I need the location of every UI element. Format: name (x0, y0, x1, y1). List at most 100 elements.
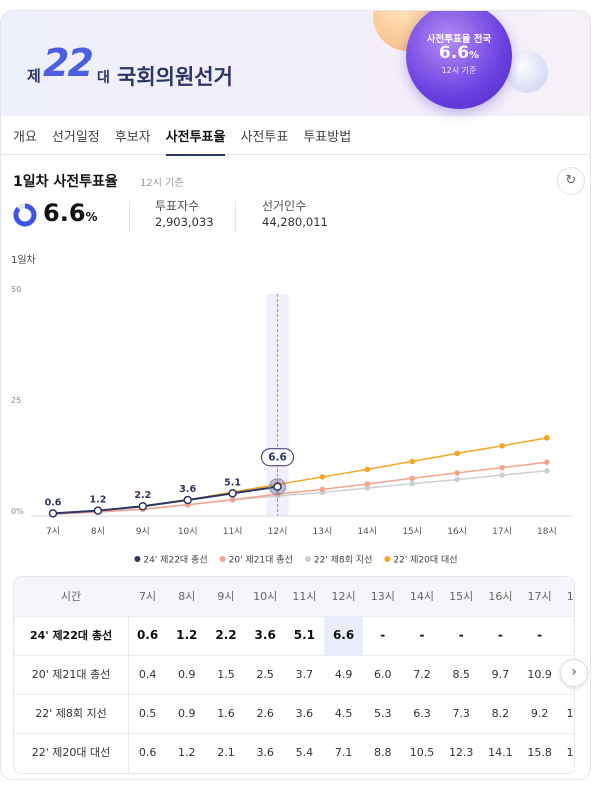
tab[interactable]: 사전투표 (240, 130, 289, 145)
table-header-cell: 11시 (292, 590, 317, 603)
table-cell: - (497, 628, 503, 642)
point (544, 467, 550, 474)
table-cell: 10.9 (527, 668, 552, 681)
point (93, 506, 103, 515)
tab[interactable]: 선거일정 (51, 130, 100, 145)
x-tick-label: 13시 (313, 526, 333, 537)
divider (235, 201, 236, 233)
point (183, 495, 192, 505)
tab[interactable]: 후보자 (114, 130, 151, 145)
table-header-cell: 12시 (331, 590, 356, 603)
rate-table: 시간 7시 8시 9시 10시 11시 12시 13시 14시 15시 16시 17시 18시 24' 제… (13, 576, 575, 774)
legend-label: 24' 제22대 총선 (143, 555, 207, 565)
table-cell: 10.2 (566, 707, 574, 720)
value-label: 5.1 (224, 477, 241, 488)
table-cell: 2.1 (217, 746, 235, 759)
next-button[interactable]: › (560, 659, 588, 687)
point (544, 435, 550, 441)
row-divider (14, 733, 574, 734)
table-cell: 8.5 (452, 668, 470, 681)
point (228, 489, 237, 498)
election-card: 제 22 대 국회의원선거 사전투표율 전국 6.6% 12시 기준 개요 선거일… (0, 10, 591, 780)
point (273, 482, 282, 491)
x-tick-label: 18시 (537, 526, 557, 537)
x-tick-label: 16시 (447, 526, 467, 537)
point (364, 481, 371, 487)
table-cell: 9.7 (491, 668, 510, 681)
table-cell: 2.2 (215, 628, 237, 642)
point (138, 501, 148, 511)
y-tick-label: 50 (11, 285, 21, 294)
value-label: 3.6 (179, 484, 196, 495)
badge-note: 12시 기준 (441, 66, 477, 75)
table-cell: 0.6 (136, 628, 159, 642)
legend-label: 22' 제8회 지선 (314, 555, 373, 565)
table-cell: 3.7 (295, 668, 314, 681)
x-tick-label: 14시 (357, 526, 377, 537)
table-cell: - (419, 628, 425, 642)
tab[interactable]: 개요 (13, 130, 37, 145)
table-cell: 17.6 (566, 746, 574, 759)
table-header-cell: 17시 (527, 590, 552, 603)
table-cell: - (559, 616, 574, 655)
row-divider (14, 616, 574, 617)
table-cell: 4.9 (334, 668, 353, 681)
point (409, 480, 416, 487)
table-cell: 7.3 (452, 707, 470, 720)
refresh-button[interactable]: ↻ (557, 167, 585, 195)
table-cell: 0.9 (178, 707, 196, 720)
table-cell: 6.6 (324, 616, 364, 655)
decor-orb (506, 51, 548, 93)
x-tick-label: 7시 (46, 526, 60, 537)
table-cell: 2.5 (256, 668, 274, 681)
table-cell: 3.6 (256, 746, 274, 759)
point (499, 464, 505, 471)
badge-rate: 6.6% (406, 43, 512, 63)
x-tick-label: 9시 (136, 526, 150, 537)
table-cell: 9.2 (530, 707, 549, 720)
table-cell: 0.5 (138, 707, 157, 720)
electorate-label: 선거인수 (262, 199, 307, 213)
tab[interactable]: 투표방법 (303, 130, 352, 145)
point (48, 509, 58, 518)
divider (129, 201, 130, 233)
legend-label: 22' 제20대 대선 (393, 555, 457, 565)
series-line (52, 437, 548, 515)
label-column-divider (128, 616, 129, 773)
title-prefix: 제 (27, 67, 41, 85)
title: 국회의원선거 (117, 65, 233, 89)
table-header-cell: 13시 (370, 590, 395, 603)
point (364, 466, 371, 473)
tab[interactable]: 사전투표율 (165, 126, 225, 156)
table-cell: 15.8 (527, 746, 552, 759)
table-cell: 10.5 (409, 746, 435, 759)
table-cell: 5.4 (295, 746, 314, 759)
legend-swatch (304, 556, 311, 562)
table-cell: 3.6 (295, 707, 314, 720)
table-cell: 0.6 (138, 746, 157, 759)
badge-rate-value: 6.6 (438, 43, 470, 63)
banner: 제 22 대 국회의원선거 사전투표율 전국 6.6% 12시 기준 (1, 11, 590, 116)
point (454, 476, 460, 483)
voters: 2,903,033 (155, 215, 214, 229)
table-cell: 5.1 (293, 628, 316, 642)
table-cell: 8.8 (374, 746, 392, 759)
value-label: 2.2 (134, 490, 151, 501)
point (229, 496, 236, 503)
table-header-cell: 10시 (253, 590, 278, 603)
point (409, 475, 416, 482)
point (499, 443, 505, 449)
table-header-cell: 8시 (178, 590, 196, 603)
table-cell: 7.2 (413, 668, 431, 681)
table-header-cell: 15시 (449, 590, 474, 603)
callout-label: 6.6 (268, 452, 287, 464)
point (409, 458, 416, 465)
table-cell: 3.6 (254, 628, 276, 642)
table-cell: 5.3 (374, 707, 392, 720)
badge-unit: % (469, 50, 480, 61)
table-cell: 1.6 (217, 707, 235, 720)
point (454, 450, 460, 457)
x-tick-label: 17시 (492, 526, 512, 537)
row-divider (14, 655, 574, 656)
series-line (52, 461, 547, 515)
